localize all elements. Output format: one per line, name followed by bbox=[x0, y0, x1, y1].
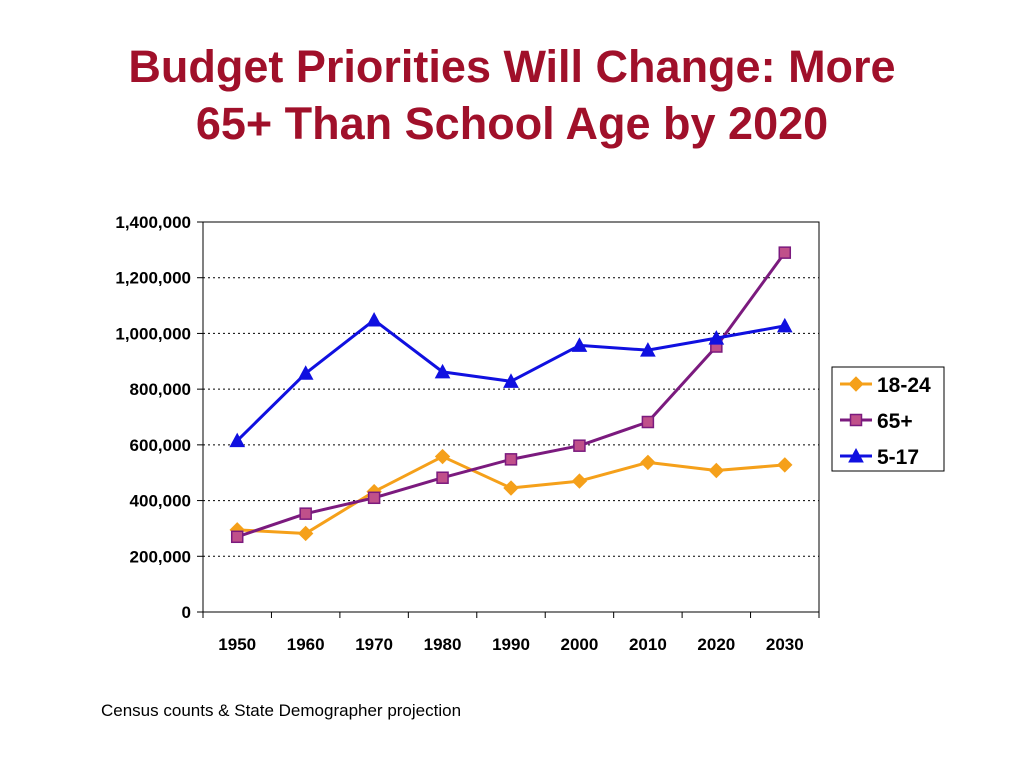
legend-entry-65+: 65+ bbox=[840, 410, 913, 433]
plot-area-border bbox=[202, 221, 820, 613]
data-point-5-17-1990 bbox=[503, 373, 519, 388]
x-tick-label: 1960 bbox=[287, 635, 325, 654]
x-tick-label: 1950 bbox=[218, 635, 256, 654]
legend-swatch-marker bbox=[849, 413, 863, 427]
x-tick-label: 2020 bbox=[697, 635, 735, 654]
source-footnote: Census counts & State Demographer projec… bbox=[101, 701, 462, 720]
slide-title-line-2: 65+ Than School Age by 2020 bbox=[195, 98, 829, 149]
x-tick-label: 2030 bbox=[766, 635, 804, 654]
data-point-65+-1980 bbox=[436, 471, 449, 484]
data-point-65+-1960 bbox=[299, 507, 312, 520]
data-point-18-24-2010 bbox=[640, 454, 656, 471]
gridlines bbox=[203, 221, 819, 557]
x-tick-label: 1970 bbox=[355, 635, 393, 654]
x-tick-label: 2000 bbox=[561, 635, 599, 654]
data-point-65+-1970 bbox=[367, 491, 381, 505]
y-tick-label: 1,000,000 bbox=[115, 324, 191, 343]
legend-swatch-marker bbox=[848, 447, 864, 463]
data-point-65+-2030 bbox=[778, 246, 792, 259]
data-point-65+-2000 bbox=[573, 439, 586, 452]
series-5-17 bbox=[229, 312, 793, 448]
legend-label: 5-17 bbox=[877, 446, 919, 469]
data-point-18-24-1960 bbox=[297, 525, 314, 542]
data-point-5-17-1960 bbox=[297, 365, 314, 380]
data-point-18-24-2030 bbox=[777, 457, 793, 473]
y-axis-tick-labels: 0 200,000 400,000 600,000 800,000 1,000,000 1,… bbox=[115, 213, 191, 622]
y-tick-label: 0 bbox=[182, 603, 191, 622]
y-tick-label: 800,000 bbox=[130, 380, 191, 399]
legend-swatch-marker bbox=[848, 376, 864, 392]
y-tick-label: 1,200,000 bbox=[115, 269, 191, 288]
series bbox=[229, 246, 793, 544]
slide-title: Budget Priorities Will Change: More 65+ … bbox=[0, 38, 1024, 152]
data-point-5-17-2000 bbox=[571, 337, 588, 352]
data-point-5-17-2030 bbox=[776, 317, 793, 333]
y-tick-label: 400,000 bbox=[130, 492, 191, 511]
x-axis-tick-labels: 1950 1960 1970 1980 1990 2000 2010 2020 2030 bbox=[218, 635, 803, 654]
data-point-65+-1950 bbox=[230, 530, 244, 544]
data-point-65+-1990 bbox=[504, 453, 518, 466]
x-tick-label: 1980 bbox=[424, 635, 462, 654]
legend: 18-24 65+ 5-17 bbox=[831, 366, 945, 472]
data-point-5-17-2020 bbox=[708, 330, 725, 345]
data-point-5-17-1970 bbox=[366, 312, 382, 327]
data-point-65+-2010 bbox=[641, 415, 655, 429]
data-point-18-24-2020 bbox=[708, 462, 725, 479]
x-tick-label: 1990 bbox=[492, 635, 530, 654]
y-tick-label: 600,000 bbox=[130, 436, 191, 455]
data-point-18-24-2000 bbox=[571, 473, 588, 489]
legend-entry-5-17: 5-17 bbox=[840, 446, 919, 469]
y-tick-label: 200,000 bbox=[130, 547, 191, 566]
series-65+ bbox=[230, 246, 792, 544]
data-point-5-17-1980 bbox=[434, 363, 451, 379]
legend-label: 65+ bbox=[877, 410, 913, 433]
data-point-18-24-1990 bbox=[503, 480, 519, 496]
legend-entry-18-24: 18-24 bbox=[840, 374, 931, 397]
data-point-18-24-1980 bbox=[434, 448, 451, 465]
legend-label: 18-24 bbox=[877, 374, 931, 397]
y-tick-label: 1,400,000 bbox=[115, 213, 191, 232]
data-point-5-17-1950 bbox=[229, 432, 246, 448]
axes bbox=[197, 221, 820, 618]
data-point-5-17-2010 bbox=[640, 342, 656, 357]
x-tick-label: 2010 bbox=[629, 635, 667, 654]
slide-title-line-1: Budget Priorities Will Change: More bbox=[128, 41, 896, 92]
